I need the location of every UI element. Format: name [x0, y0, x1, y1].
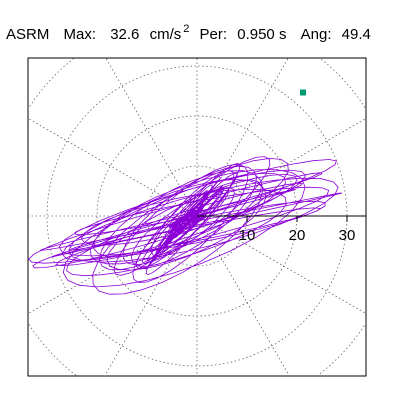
station-code: ASRM [6, 26, 50, 43]
max-point-marker [300, 89, 306, 96]
series-orbit-line [28, 156, 343, 295]
angle-label: Ang: [300, 26, 332, 43]
max-label: Max: [63, 26, 97, 43]
radial-tick-label-1: 10 [239, 227, 256, 244]
max-value: 32.6 [110, 26, 140, 43]
period-value: 0.950 s [237, 26, 287, 43]
max-unit-exponent: 2 [183, 23, 190, 35]
max-unit: cm/s [149, 26, 182, 43]
period-label: Per: [199, 26, 228, 43]
radial-tick-label-3: 30 [339, 227, 356, 244]
grid-spoke-330 [196, 215, 366, 315]
grid-spoke-150 [28, 117, 198, 217]
radial-tick-label-2: 20 [289, 227, 306, 244]
orbit-trace [28, 89, 343, 295]
chart-header: ASRM Max: 32.6 cm/s 2 Per: 0.950 s Ang: 4… [6, 20, 371, 44]
radial-axis: 10 20 30 [197, 215, 366, 244]
angle-value: 49.4 [341, 26, 371, 43]
